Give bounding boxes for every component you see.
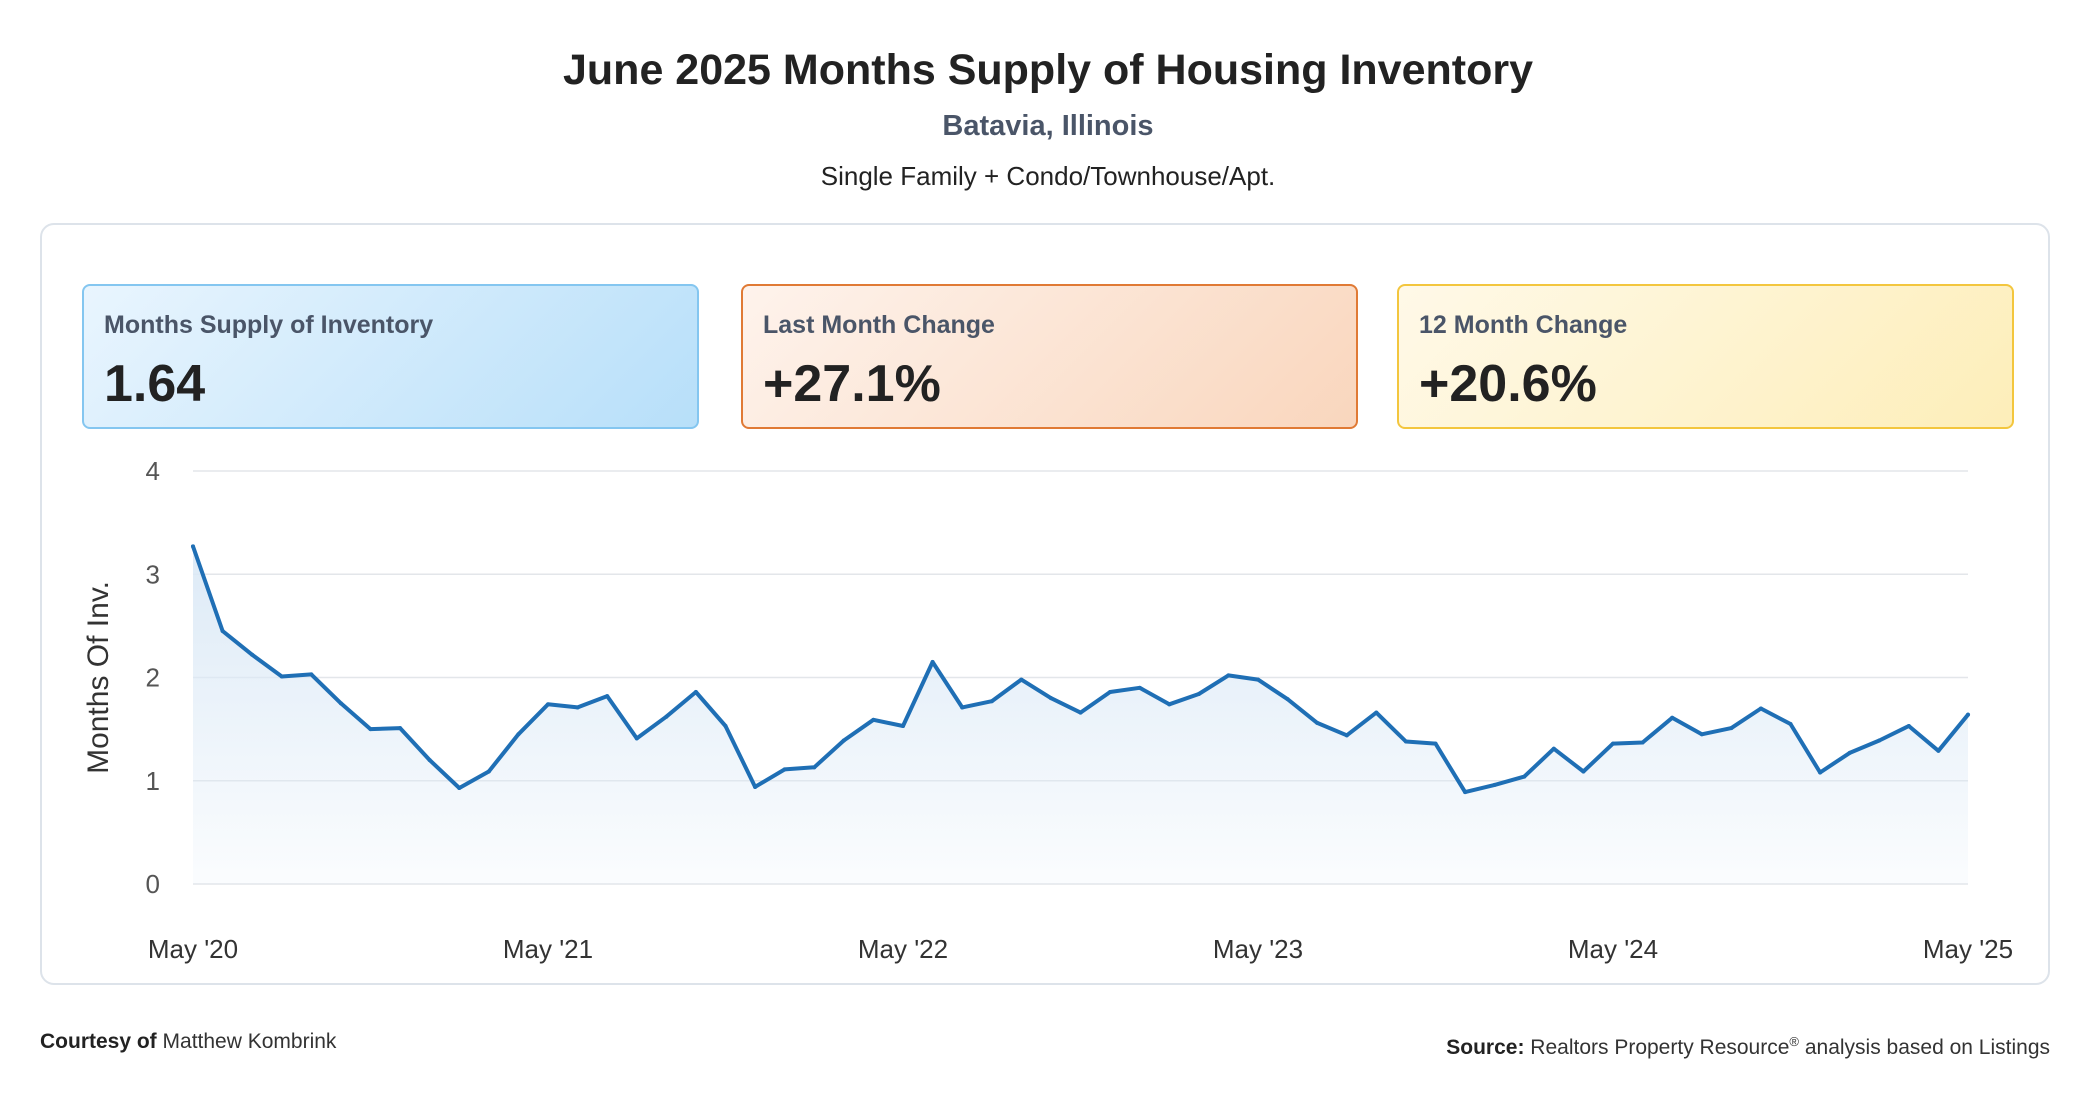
- twelve-month-change-value: +20.6%: [1419, 355, 1597, 413]
- data-point: [1877, 738, 1882, 743]
- x-tick-label: May '21: [503, 934, 593, 964]
- data-point: [812, 765, 817, 770]
- location-subtitle: Batavia, Illinois: [942, 110, 1154, 142]
- data-point: [841, 738, 846, 743]
- last-month-change-card: Last Month Change +27.1%: [741, 284, 1358, 429]
- data-point: [1492, 782, 1497, 787]
- data-point: [575, 705, 580, 710]
- x-tick-label: May '23: [1213, 934, 1303, 964]
- data-point: [930, 660, 935, 665]
- data-point: [427, 758, 432, 763]
- data-point: [989, 699, 994, 704]
- y-tick-label: 1: [146, 766, 160, 796]
- data-point: [279, 674, 284, 679]
- courtesy-credit: Courtesy of Matthew Kombrink: [40, 1028, 336, 1056]
- data-point: [309, 672, 314, 677]
- data-point: [1344, 733, 1349, 738]
- x-tick-label: May '20: [148, 934, 238, 964]
- data-point: [220, 629, 225, 634]
- data-point: [457, 785, 462, 790]
- data-point: [1847, 750, 1852, 755]
- data-point: [1433, 741, 1438, 746]
- data-point: [1966, 712, 1970, 717]
- property-segment: Single Family + Condo/Townhouse/Apt.: [820, 161, 1276, 191]
- chart-header: June 2025 Months Supply of Housing Inven…: [0, 40, 2096, 194]
- data-point: [1403, 739, 1408, 744]
- source-suffix: analysis based on Listings: [1804, 1036, 2050, 1059]
- registered-mark: ®: [1789, 1034, 1799, 1049]
- data-point: [723, 724, 728, 729]
- courtesy-name: Matthew Kombrink: [162, 1030, 337, 1053]
- data-point: [1788, 721, 1793, 726]
- data-point: [1758, 706, 1763, 711]
- chart-title: June 2025 Months Supply of Housing Inven…: [563, 46, 1533, 94]
- source-label: Source:: [1446, 1036, 1525, 1059]
- source-credit: Source: Realtors Property Resource® anal…: [1446, 1028, 2050, 1062]
- data-point: [634, 736, 639, 741]
- data-point: [782, 767, 787, 772]
- data-point: [871, 717, 876, 722]
- data-point: [1226, 673, 1231, 678]
- data-point: [1640, 740, 1645, 745]
- x-tick-label: May '24: [1568, 934, 1658, 964]
- data-point: [486, 769, 491, 774]
- data-point: [1374, 710, 1379, 715]
- x-tick-label: May '22: [858, 934, 948, 964]
- data-point: [398, 726, 403, 731]
- months-supply-label: Months Supply of Inventory: [104, 311, 434, 339]
- data-point: [1256, 677, 1260, 682]
- data-point: [605, 694, 610, 699]
- data-point: [1196, 692, 1201, 697]
- data-point: [1315, 720, 1320, 725]
- data-point: [516, 732, 521, 737]
- twelve-month-change-card: 12 Month Change +20.6%: [1397, 284, 2014, 429]
- data-point: [901, 724, 905, 729]
- data-point: [546, 702, 550, 707]
- data-point: [250, 652, 255, 657]
- data-point: [1670, 715, 1675, 720]
- data-point: [1463, 790, 1468, 795]
- source-text: Realtors Property Resource: [1530, 1036, 1790, 1059]
- y-tick-label: 0: [146, 869, 160, 899]
- y-axis-label: Months Of Inv.: [82, 581, 115, 774]
- data-point: [664, 714, 669, 719]
- data-point: [753, 784, 758, 789]
- data-point: [368, 727, 373, 732]
- months-supply-card: Months Supply of Inventory 1.64: [82, 284, 699, 429]
- data-point: [1936, 748, 1941, 753]
- data-point: [191, 544, 195, 549]
- area-fill: [193, 546, 1968, 884]
- data-point: [1285, 697, 1290, 702]
- months-supply-value: 1.64: [104, 355, 206, 413]
- data-point: [1611, 741, 1615, 746]
- twelve-month-change-label: 12 Month Change: [1419, 311, 1628, 339]
- data-point: [1167, 702, 1172, 707]
- data-point: [1137, 685, 1142, 690]
- data-point: [1019, 677, 1024, 682]
- data-point: [338, 701, 343, 706]
- courtesy-label: Courtesy of: [40, 1030, 157, 1053]
- data-point: [1729, 726, 1734, 731]
- last-month-change-value: +27.1%: [763, 355, 941, 413]
- y-tick-label: 3: [146, 559, 160, 589]
- data-point: [1108, 689, 1113, 694]
- x-tick-label: May '25: [1923, 934, 2013, 964]
- data-point: [960, 705, 965, 710]
- data-point: [1818, 770, 1823, 775]
- last-month-change-label: Last Month Change: [763, 311, 995, 339]
- y-tick-label: 2: [146, 663, 160, 693]
- data-point: [1078, 710, 1083, 715]
- y-tick-label: 4: [146, 456, 160, 486]
- data-point: [1522, 774, 1527, 779]
- data-point: [1699, 732, 1704, 737]
- data-point: [1551, 746, 1556, 751]
- data-point: [1048, 696, 1053, 701]
- data-point: [1906, 724, 1911, 729]
- data-point: [693, 689, 698, 694]
- data-point: [1581, 769, 1586, 774]
